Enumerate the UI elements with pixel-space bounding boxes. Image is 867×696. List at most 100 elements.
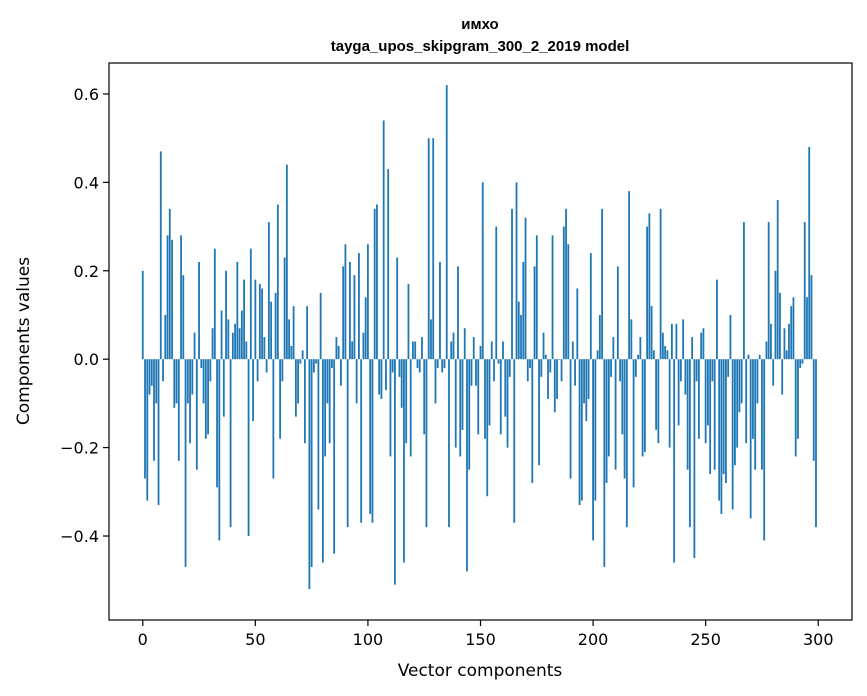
bar-188: [565, 208, 567, 360]
bar-24: [195, 359, 198, 470]
bar-93: [351, 341, 354, 360]
bar-148: [475, 359, 477, 386]
bar-8: [159, 151, 162, 360]
bar-series: [141, 85, 817, 590]
bar-214: [623, 359, 626, 479]
bar-108: [385, 359, 387, 391]
bar-159: [499, 359, 502, 435]
y-axis-label: Components values: [14, 257, 34, 425]
x-tick-label: 300: [803, 630, 834, 649]
bar-218: [632, 359, 635, 488]
bar-141: [459, 359, 462, 457]
x-tick-label: 250: [690, 630, 721, 649]
bar-200: [592, 359, 594, 541]
bar-90: [344, 244, 347, 360]
bar-41: [234, 323, 236, 360]
bar-234: [668, 359, 671, 448]
bar-123: [418, 359, 421, 373]
bar-162: [506, 359, 509, 448]
bar-103: [373, 208, 376, 360]
y-tick-label: 0.4: [74, 173, 99, 192]
bar-122: [416, 359, 419, 369]
bar-58: [272, 359, 275, 479]
x-tick-label: 200: [578, 630, 609, 649]
bar-81: [324, 359, 327, 457]
bar-9: [162, 359, 164, 382]
bar-139: [454, 359, 457, 448]
bar-91: [346, 359, 349, 528]
bar-40: [231, 332, 234, 360]
bar-57: [270, 301, 273, 360]
bar-154: [488, 359, 491, 426]
bar-201: [594, 359, 597, 501]
bar-2: [146, 359, 149, 501]
bar-294: [803, 222, 806, 360]
bar-120: [412, 341, 414, 360]
bar-92: [349, 261, 351, 360]
bar-176: [538, 359, 540, 466]
bar-246: [695, 359, 698, 382]
bar-84: [331, 359, 333, 369]
bar-240: [682, 319, 685, 360]
y-axis: −0.4 −0.2 0.0 0.2 0.4 0.6: [60, 85, 109, 546]
bar-38: [227, 319, 230, 360]
bar-226: [650, 306, 653, 360]
bar-144: [466, 359, 468, 572]
bar-1: [144, 359, 146, 479]
bar-49: [252, 359, 254, 422]
bar-212: [619, 359, 621, 382]
bar-250: [704, 359, 707, 444]
bar-293: [801, 359, 804, 364]
bar-206: [605, 359, 608, 483]
bar-145: [468, 359, 471, 470]
bar-255: [716, 279, 718, 360]
bar-155: [490, 341, 493, 360]
bar-164: [511, 208, 513, 360]
bar-175: [535, 235, 538, 360]
bar-112: [394, 359, 396, 585]
bar-238: [677, 359, 680, 426]
bar-189: [567, 244, 570, 360]
bar-89: [342, 266, 345, 360]
bar-85: [333, 359, 336, 554]
bar-42: [236, 261, 239, 360]
bar-149: [477, 359, 480, 435]
chart-title: имхо: [461, 16, 498, 33]
bar-197: [585, 359, 588, 422]
bar-174: [533, 266, 536, 360]
bar-12: [168, 208, 171, 360]
bar-114: [398, 359, 401, 377]
bar-269: [747, 354, 750, 360]
bar-251: [707, 359, 709, 426]
bar-274: [758, 354, 761, 360]
bar-207: [607, 359, 610, 457]
bar-54: [263, 337, 266, 360]
bar-166: [515, 182, 518, 360]
bar-262: [731, 359, 734, 510]
bar-73: [306, 306, 309, 360]
bar-124: [421, 337, 423, 360]
y-tick-label: 0.2: [74, 262, 99, 281]
bar-283: [779, 292, 781, 360]
bar-30: [209, 359, 212, 382]
x-tick-label: 50: [245, 630, 265, 649]
bar-182: [551, 235, 554, 360]
bar-289: [792, 297, 795, 360]
bar-75: [310, 359, 313, 567]
bar-83: [328, 359, 331, 444]
bar-106: [380, 359, 383, 399]
bar-105: [378, 359, 381, 395]
bar-99: [364, 297, 367, 360]
bar-55: [265, 359, 268, 373]
bar-231: [661, 332, 664, 360]
bar-109: [387, 169, 390, 360]
bar-285: [783, 328, 786, 360]
bar-278: [767, 222, 770, 360]
bar-260: [727, 359, 730, 377]
bar-190: [569, 359, 572, 479]
bar-284: [781, 359, 784, 395]
bar-220: [637, 354, 640, 360]
bar-281: [774, 270, 777, 360]
bar-222: [641, 359, 644, 457]
